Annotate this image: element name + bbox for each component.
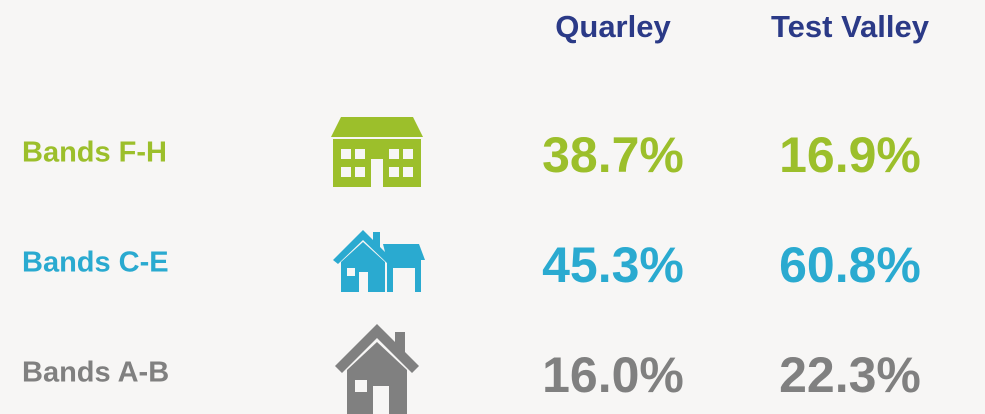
column-header: Quarley (555, 9, 671, 44)
percentage: 16.0% (542, 347, 684, 403)
house-icon-small (335, 324, 419, 414)
row-label: Bands A-B (22, 357, 169, 389)
percentage: 45.3% (542, 237, 684, 293)
column-header: Test Valley (771, 9, 930, 44)
percentage: 22.3% (779, 347, 921, 403)
percentage: 16.9% (779, 127, 921, 183)
house-icon-garage (333, 230, 425, 292)
row-label: Bands F-H (22, 137, 167, 169)
row-label: Bands C-E (22, 247, 169, 279)
percentage: 60.8% (779, 237, 921, 293)
house-icon-large (331, 117, 423, 187)
percentage: 38.7% (542, 127, 684, 183)
